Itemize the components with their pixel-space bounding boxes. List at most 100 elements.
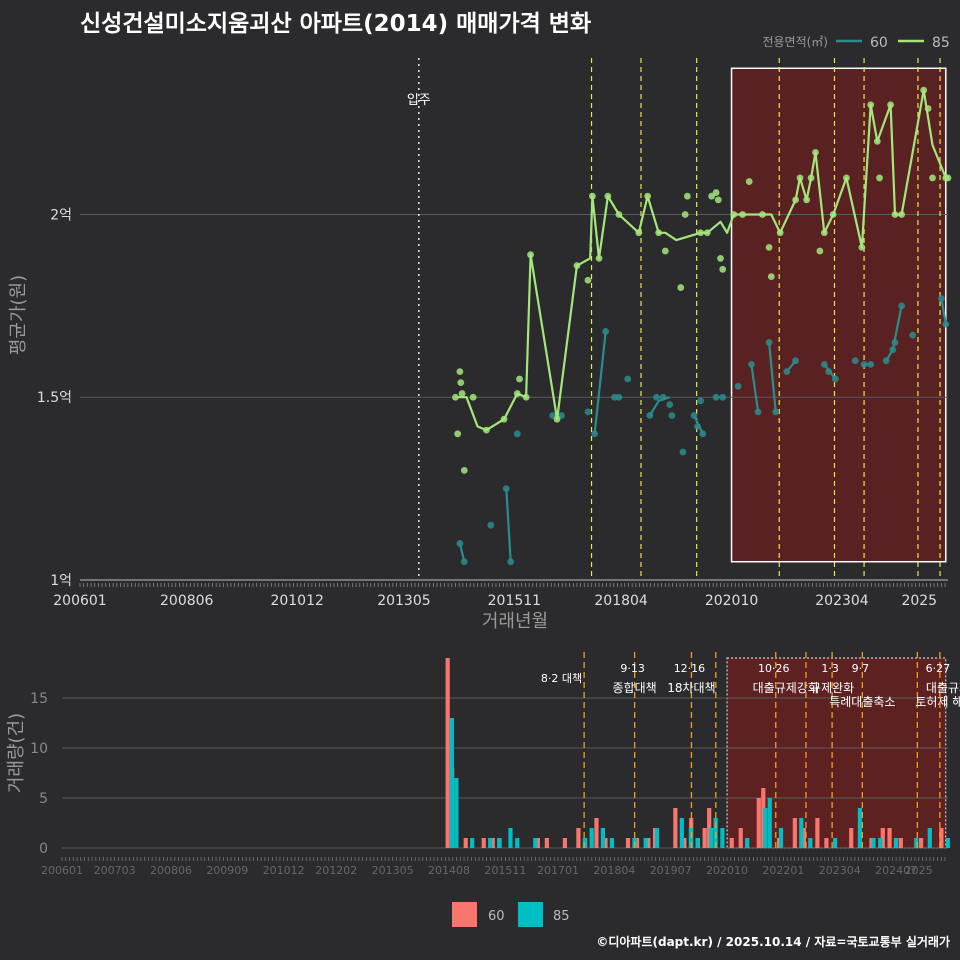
data-point-85: [615, 211, 623, 218]
data-point-60: [646, 412, 654, 419]
data-point-60: [734, 382, 742, 390]
data-point-60: [460, 558, 468, 566]
data-point-60: [825, 368, 833, 376]
data-point-85: [635, 229, 643, 237]
data-point-85: [655, 229, 663, 237]
bar-85: [871, 838, 876, 848]
bar-85: [449, 718, 454, 848]
bar-60: [535, 838, 540, 848]
data-point-85: [573, 262, 581, 270]
data-point-60: [792, 357, 800, 365]
data-point-60: [765, 339, 773, 346]
data-point-85: [759, 211, 766, 218]
data-point-85: [469, 393, 477, 401]
data-point-60: [754, 408, 762, 416]
bar-60: [729, 838, 734, 848]
bar-85: [878, 838, 883, 848]
legend-label-60: 60: [488, 909, 505, 924]
policy-name-label: 종합대책: [613, 680, 657, 695]
bar-85: [508, 828, 513, 848]
x-tick-label: 201202: [315, 864, 357, 877]
data-point-60: [584, 408, 592, 416]
bar-60: [682, 838, 687, 848]
data-point-60: [748, 360, 755, 368]
data-point-85: [765, 243, 773, 251]
bar-60: [463, 838, 468, 848]
legend-key-60: [452, 902, 477, 927]
data-point-85: [745, 178, 753, 185]
data-point-85: [898, 211, 906, 218]
x-tick-label: 201511: [484, 864, 526, 877]
bar-60: [738, 828, 743, 848]
data-point-85: [944, 174, 952, 182]
x-tick-label: 200909: [206, 864, 248, 877]
bar-60: [634, 838, 640, 848]
x-tick-label: 2025: [905, 864, 933, 877]
x-tick-label: 200806: [160, 593, 214, 609]
data-point-85: [516, 375, 523, 383]
policy-date-label: 12·16: [674, 662, 706, 675]
x-tick-label: 201012: [263, 864, 305, 877]
data-point-85: [677, 284, 685, 291]
policy-name-label: 특례대출축소: [829, 695, 895, 709]
data-point-60: [507, 558, 515, 566]
data-point-60: [719, 393, 727, 401]
bar-60: [646, 838, 651, 848]
y-axis-title: 거래량(건): [6, 713, 27, 793]
data-point-60: [712, 393, 720, 401]
legend-key-85: [518, 902, 543, 927]
x-tick-label: 200601: [53, 593, 106, 609]
data-point-85: [500, 415, 508, 423]
data-point-85: [456, 368, 464, 376]
data-point-60: [513, 430, 521, 438]
x-tick-label: 201408: [428, 864, 470, 877]
y-tick-label: 2억: [50, 207, 72, 223]
bar-60: [801, 828, 806, 848]
data-point-85: [924, 105, 932, 112]
x-tick-label: 202304: [819, 864, 861, 877]
bar-60: [887, 828, 892, 848]
data-point-60: [456, 540, 464, 547]
legend-label-85: 85: [932, 35, 950, 51]
y-tick-label: 5: [39, 791, 48, 807]
data-point-85: [513, 390, 521, 397]
bar-85: [497, 838, 502, 848]
y-tick-label: 15: [30, 691, 48, 707]
x-tick-label: 200703: [94, 864, 136, 877]
policy-date-label: 8·2 대책: [541, 672, 582, 685]
x-tick-label: 201305: [377, 593, 430, 609]
policy-name-label: 규제완화: [810, 681, 854, 695]
bar-85: [600, 828, 606, 848]
data-point-85: [553, 415, 561, 423]
policy-date-label: 1·3: [821, 662, 839, 675]
bar-85: [945, 838, 950, 848]
bar-85: [720, 828, 725, 848]
policy-date-label: 9·7: [852, 662, 870, 675]
data-point-85: [584, 276, 592, 284]
data-point-60: [699, 430, 707, 438]
data-point-60: [831, 375, 839, 383]
bar-60: [445, 658, 450, 848]
data-point-85: [876, 174, 883, 182]
x-tick-label: 201907: [650, 864, 692, 877]
data-point-85: [796, 174, 804, 182]
data-point-60: [942, 320, 950, 328]
source-footer: ©디아파트(dapt.kr) / 2025.10.14 / 자료=국토교통부 실…: [596, 935, 950, 949]
data-point-60: [502, 485, 510, 493]
policy-name-label: 대출규제강화: [753, 681, 819, 695]
bar-85: [767, 798, 772, 848]
data-point-85: [807, 174, 815, 182]
data-point-60: [882, 357, 890, 365]
policy-name-label: 18차대책: [667, 680, 715, 695]
data-point-60: [867, 360, 875, 368]
bar-60: [594, 818, 599, 848]
data-point-60: [783, 368, 791, 376]
data-point-60: [694, 423, 701, 430]
data-point-85: [712, 189, 720, 196]
data-point-85: [858, 243, 866, 251]
data-point-85: [767, 273, 775, 281]
area-legend: 전용면적(㎡) 60 85: [762, 35, 949, 51]
bar-85: [914, 838, 919, 848]
highlight-region: [730, 67, 947, 563]
x-tick-label: 201804: [593, 864, 635, 877]
